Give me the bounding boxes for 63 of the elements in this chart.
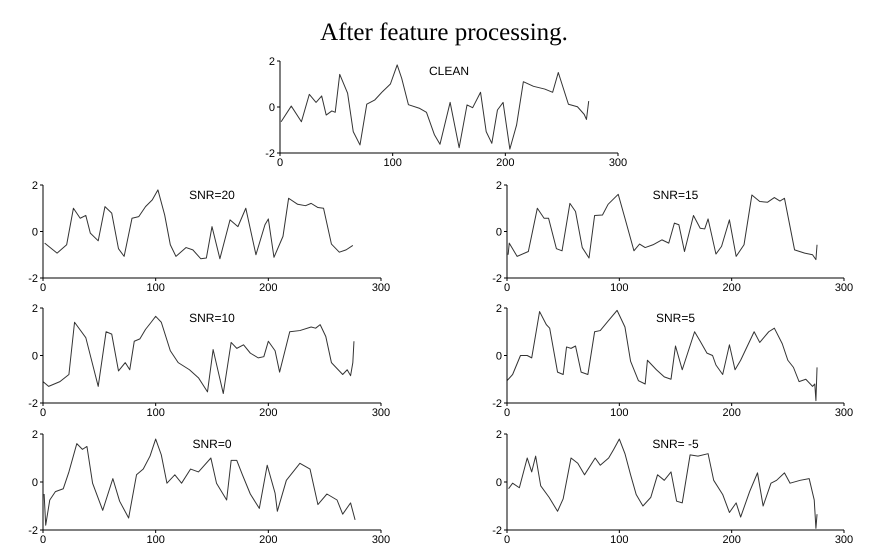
- chart-title: SNR=10: [188, 311, 236, 325]
- y-tick-label: -2: [492, 398, 502, 410]
- x-tick-label: 100: [146, 282, 165, 294]
- y-tick-label: 0: [32, 226, 38, 238]
- y-tick-label: -2: [28, 272, 38, 285]
- y-tick-label: 2: [32, 180, 38, 192]
- y-tick-label: 0: [496, 476, 502, 489]
- chart-subtitle: CLEAN: [428, 64, 470, 78]
- x-tick-label: 200: [259, 282, 278, 294]
- chart-title: SNR=5: [654, 311, 696, 325]
- x-tick-label: 300: [834, 406, 854, 419]
- x-tick-label: 100: [383, 156, 402, 169]
- x-tick-label: 0: [40, 282, 46, 294]
- x-tick-label: 0: [504, 406, 510, 419]
- y-tick-label: 0: [32, 476, 38, 489]
- chart-title: After feature processing.: [319, 19, 569, 47]
- chart-title: SNR=0: [191, 437, 233, 451]
- line-series: [44, 189, 354, 260]
- y-tick-label: 2: [496, 428, 502, 441]
- x-tick-label: 100: [610, 406, 629, 419]
- x-tick-label: 300: [834, 282, 854, 294]
- x-tick-label: 200: [259, 406, 278, 419]
- line-series: [507, 310, 818, 402]
- y-tick-label: 0: [496, 350, 502, 362]
- y-tick-label: 2: [32, 428, 38, 441]
- line-series: [43, 316, 354, 394]
- line-series: [280, 64, 590, 150]
- y-tick-label: 2: [268, 56, 275, 68]
- line-series: [508, 438, 818, 529]
- y-tick-label: 0: [32, 350, 38, 362]
- y-tick-label: 2: [496, 302, 502, 315]
- y-tick-label: -2: [492, 272, 502, 285]
- y-tick-label: -2: [492, 524, 502, 537]
- x-tick-label: 300: [608, 156, 628, 169]
- y-tick-label: 2: [496, 180, 502, 192]
- line-series: [44, 438, 356, 526]
- x-tick-label: 0: [40, 534, 46, 546]
- x-tick-label: 200: [722, 534, 741, 546]
- chart-title: SNR= -5: [651, 437, 700, 451]
- y-tick-label: 0: [268, 102, 275, 114]
- x-tick-label: 300: [372, 282, 390, 294]
- x-tick-label: 0: [504, 282, 510, 294]
- x-tick-label: 300: [834, 534, 854, 546]
- x-tick-label: 200: [496, 156, 515, 169]
- x-tick-label: 200: [259, 534, 278, 546]
- x-tick-label: 300: [372, 406, 390, 419]
- x-tick-label: 0: [276, 156, 284, 169]
- x-tick-label: 0: [40, 406, 46, 419]
- y-tick-label: 2: [32, 302, 38, 315]
- x-tick-label: 200: [722, 282, 741, 294]
- y-tick-label: 0: [496, 226, 502, 238]
- x-tick-label: 0: [504, 534, 510, 546]
- x-tick-label: 200: [722, 406, 741, 419]
- x-tick-label: 100: [146, 534, 165, 546]
- x-tick-label: 100: [610, 282, 629, 294]
- y-tick-label: -2: [28, 398, 38, 410]
- y-tick-label: -2: [265, 148, 275, 160]
- y-tick-label: -2: [28, 524, 38, 537]
- chart-title: SNR=20: [188, 188, 236, 202]
- chart-title: SNR=15: [652, 188, 700, 202]
- x-tick-label: 100: [146, 406, 165, 419]
- x-tick-label: 300: [372, 534, 390, 546]
- x-tick-label: 100: [610, 534, 629, 546]
